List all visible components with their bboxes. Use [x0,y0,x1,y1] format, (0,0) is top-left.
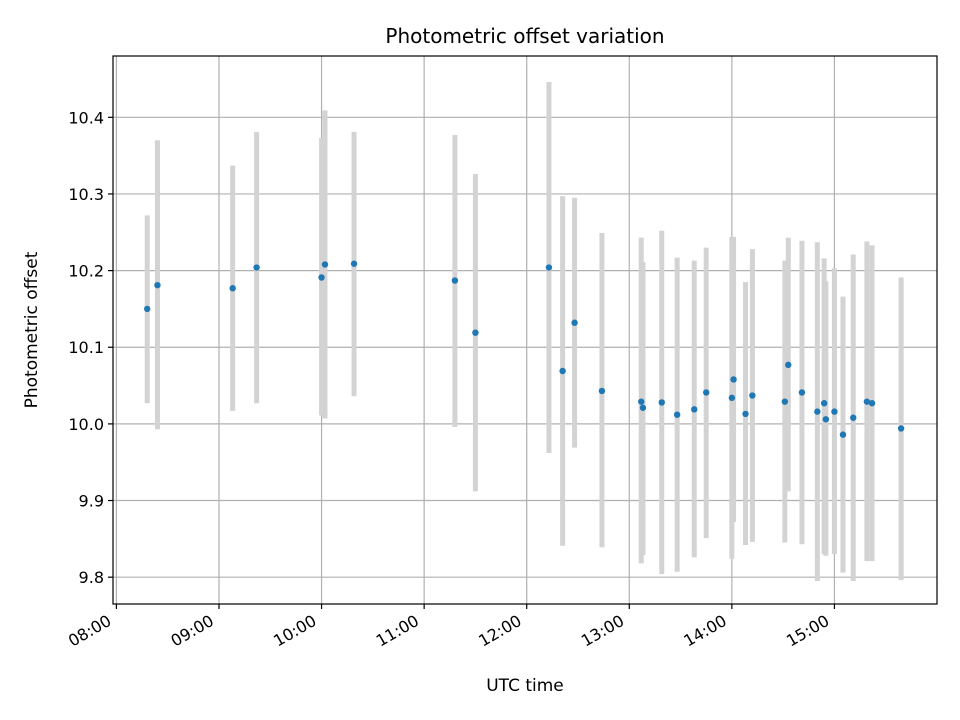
data-point [451,277,459,284]
y-tick-label: 10.2 [68,262,104,281]
plot-frame [112,55,938,605]
data-point [321,261,329,268]
data-point [472,329,479,336]
y-tick-label: 10.0 [68,415,104,434]
data-point [820,399,828,407]
data-point [545,264,553,271]
chart-title: Photometric offset variation [385,24,664,48]
data-point [318,274,325,281]
data-point [253,264,260,271]
data-point [154,281,161,289]
data-point [831,408,838,415]
data-point [350,260,358,267]
data-point [839,431,847,438]
data-point [785,361,792,369]
y-tick-label: 9.8 [79,568,104,587]
data-point [730,376,737,383]
data-point [822,416,830,423]
data-points [143,260,905,438]
data-point [798,389,806,396]
data-point [143,305,151,313]
data-point [598,387,606,395]
y-axis-title: Photometric offset [22,251,42,408]
y-tick-label: 10.4 [68,108,104,127]
data-point [742,410,749,418]
data-point [749,392,756,399]
y-axis: 9.8 9.9 10.0 10.1 10.2 10.3 10.4 [68,108,113,587]
data-point [703,389,710,396]
data-point [559,367,566,375]
y-tick-label: 9.9 [79,492,104,511]
data-point [639,404,647,411]
data-point [781,398,789,405]
data-point [658,399,665,406]
data-point [850,414,857,421]
data-point [863,398,871,405]
data-point [814,408,821,415]
x-axis-title: UTC time [486,676,564,696]
data-point [691,406,698,413]
data-point [229,285,236,292]
y-tick-label: 10.1 [68,338,104,357]
data-point [673,411,681,418]
data-point [638,398,645,405]
data-point [571,319,578,326]
y-tick-label: 10.3 [68,185,104,204]
data-point [868,399,876,407]
data-point [728,394,736,402]
data-point [897,425,905,432]
